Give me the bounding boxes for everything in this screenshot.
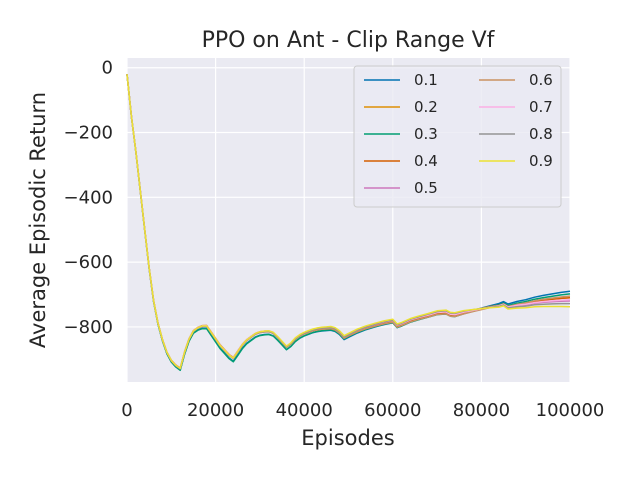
series-lines	[126, 74, 571, 372]
legend-label: 0.8	[529, 125, 553, 143]
legend-label: 0.4	[414, 152, 438, 170]
chart-title: PPO on Ant - Clip Range Vf	[202, 28, 496, 53]
y-tick-label: −400	[64, 187, 113, 208]
x-tick-label: 80000	[453, 400, 510, 421]
x-tick-label: 0	[121, 400, 132, 421]
x-axis-label: Episodes	[301, 426, 394, 450]
x-tick-label: 60000	[364, 400, 421, 421]
legend: 0.1 0.2 0.3 0.4 0.5 0.6 0.7 0.8 0.9	[353, 65, 562, 208]
y-tick-label: −200	[64, 123, 113, 144]
legend-label: 0.5	[414, 179, 438, 197]
y-tick-label: −800	[64, 317, 113, 338]
x-tick-label: 40000	[276, 400, 333, 421]
legend-label: 0.9	[529, 152, 553, 170]
y-tick-label: 0	[102, 58, 113, 79]
x-tick-label: 20000	[187, 400, 244, 421]
legend-label: 0.1	[414, 71, 438, 89]
legend-label: 0.7	[529, 98, 553, 116]
x-tick-label: 100000	[536, 400, 605, 421]
legend-label: 0.3	[414, 125, 438, 143]
series-line-0-9	[126, 74, 571, 370]
y-axis-ticks: 0 −200 −400 −600 −800	[64, 58, 113, 338]
legend-box	[353, 65, 562, 208]
y-axis-label: Average Episodic Return	[26, 92, 50, 348]
legend-label: 0.2	[414, 98, 438, 116]
y-tick-label: −600	[64, 252, 113, 273]
x-axis-ticks: 0 20000 40000 60000 80000 100000	[121, 400, 604, 421]
legend-label: 0.6	[529, 71, 553, 89]
